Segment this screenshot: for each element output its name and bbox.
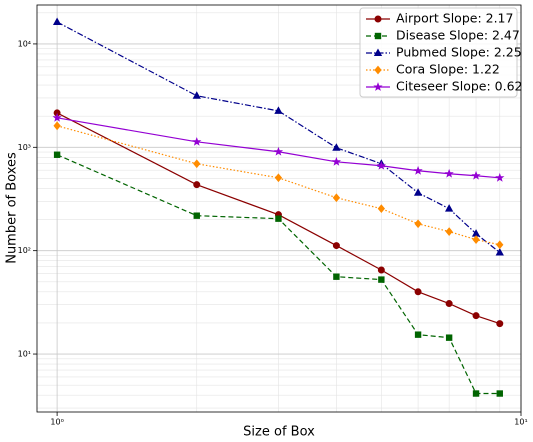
x-tick-label: 10¹ (514, 418, 527, 427)
series-line (56, 125, 500, 246)
marker (374, 65, 382, 75)
marker (373, 48, 383, 56)
x-tick-label: 10⁰ (50, 418, 63, 427)
marker (414, 288, 422, 296)
marker (274, 106, 283, 114)
marker (53, 121, 61, 131)
marker (495, 172, 505, 182)
marker (373, 82, 383, 91)
marker (444, 204, 454, 212)
marker (52, 112, 62, 122)
marker (414, 331, 422, 338)
marker (273, 146, 284, 156)
legend: Airport Slope: 2.17 Disease Slope: 2.47 Pu… (359, 7, 523, 98)
marker (472, 235, 480, 244)
y-tick-label: 10¹ (18, 350, 31, 359)
legend-label: Cora Slope: 1.22 (396, 62, 500, 77)
marker (445, 227, 453, 236)
legend-box (359, 7, 518, 98)
marker (193, 181, 201, 189)
marker (444, 168, 454, 178)
marker (472, 390, 480, 397)
marker (275, 215, 282, 222)
marker (332, 143, 341, 151)
marker (333, 273, 340, 280)
y-tick-label: 10² (18, 246, 31, 255)
legend-label: Citeseer Slope: 0.62 (396, 79, 523, 94)
marker (471, 170, 481, 180)
y-tick-label: 10³ (18, 143, 31, 152)
marker (496, 240, 504, 250)
marker (192, 136, 202, 146)
marker (496, 390, 503, 397)
marker (193, 212, 200, 219)
legend-label: Pubmed Slope: 2.25 (396, 45, 522, 60)
marker (445, 300, 453, 308)
marker (377, 266, 385, 274)
marker (332, 193, 341, 203)
marker (374, 15, 382, 23)
marker (472, 312, 480, 320)
marker (378, 276, 385, 283)
marker (496, 320, 504, 328)
marker (193, 159, 201, 169)
marker (192, 91, 201, 99)
marker (413, 188, 423, 196)
plot-frame (36, 4, 522, 413)
legend-label: Disease Slope: 2.47 (396, 28, 520, 43)
x-axis-label: Size of Box (243, 425, 315, 440)
y-tick-label: 10⁴ (18, 39, 31, 48)
marker (374, 32, 382, 40)
marker (52, 17, 62, 25)
marker (413, 165, 423, 175)
marker (445, 334, 453, 341)
marker (495, 247, 504, 256)
marker (376, 160, 386, 170)
marker (274, 173, 283, 183)
marker (414, 219, 422, 229)
marker (332, 242, 340, 250)
marker (377, 204, 386, 214)
marker (331, 156, 342, 166)
legend-label: Airport Slope: 2.17 (396, 11, 513, 26)
y-axis-label: Number of Boxes (5, 152, 20, 264)
marker (53, 151, 61, 158)
